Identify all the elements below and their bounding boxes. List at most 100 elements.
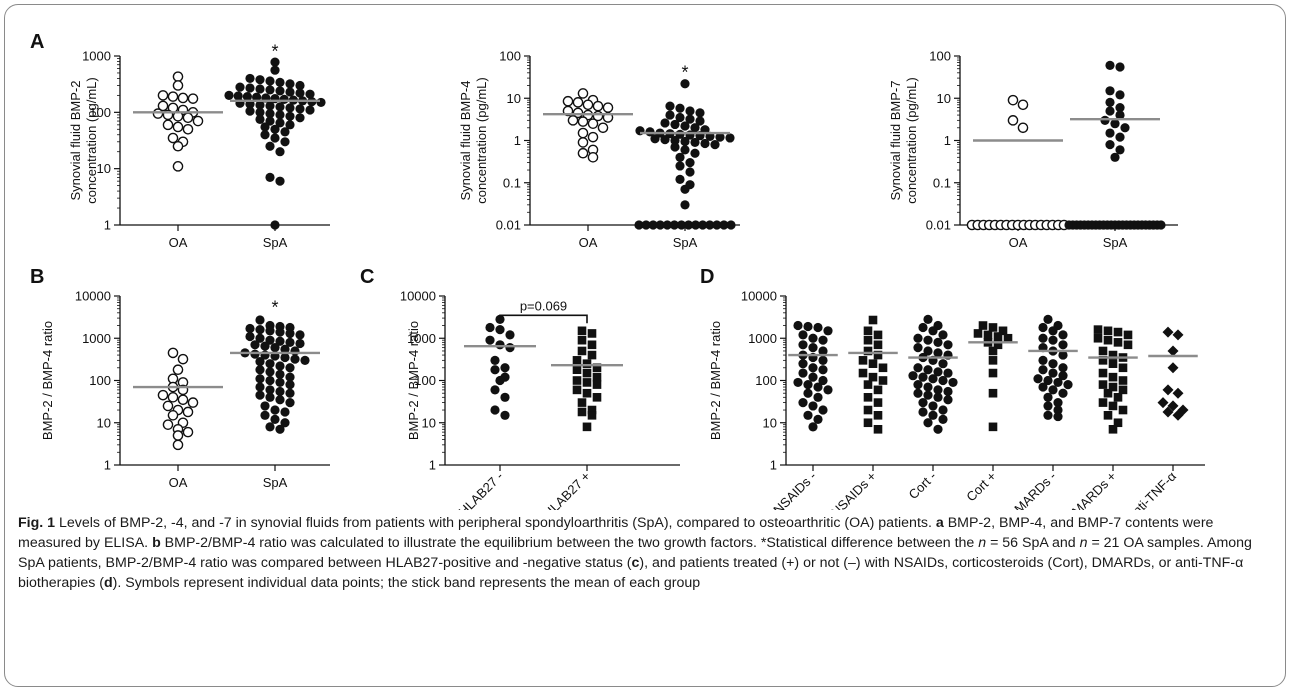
- caption-n2: n: [1079, 535, 1088, 551]
- data-point: [285, 397, 295, 408]
- data-point: [1118, 376, 1128, 385]
- x-tick-label: SpA: [263, 235, 288, 250]
- y-tick-label: 1000: [82, 49, 111, 64]
- data-point: [933, 367, 943, 377]
- data-point: [928, 410, 938, 420]
- y-tick-label: 10: [422, 415, 436, 430]
- x-tick-label: SpA: [1103, 235, 1128, 250]
- data-point: [793, 320, 803, 331]
- data-point: [577, 116, 589, 127]
- data-point: [695, 116, 705, 126]
- data-point: [923, 365, 933, 375]
- x-tick-label: Cort -: [906, 469, 940, 503]
- data-point: [265, 108, 275, 119]
- data-point: [1123, 330, 1133, 340]
- data-point: [918, 397, 928, 408]
- caption-c-text: ), and patients treated (+) or not (–) w…: [18, 555, 1244, 591]
- data-point: [813, 414, 823, 425]
- data-point: [698, 220, 708, 230]
- y-tick-label: 1000: [407, 331, 436, 346]
- x-tick-label: HLAB27 -: [456, 469, 506, 510]
- data-point: [1058, 371, 1068, 381]
- caption-b-label: b: [152, 535, 161, 551]
- data-point: [798, 359, 808, 369]
- data-point: [562, 95, 574, 107]
- y-tick-label: 0.1: [503, 175, 521, 190]
- data-point: [490, 405, 500, 415]
- data-point: [1033, 374, 1043, 384]
- data-point: [245, 323, 255, 334]
- data-point: [1120, 123, 1130, 133]
- data-point: [873, 350, 883, 360]
- data-point: [167, 91, 179, 102]
- data-point: [1108, 372, 1118, 382]
- y-tick-label: 100: [929, 49, 951, 64]
- data-point: [285, 111, 295, 121]
- data-point: [878, 376, 888, 385]
- data-point: [275, 369, 285, 379]
- data-point: [255, 365, 265, 375]
- data-point: [913, 363, 923, 373]
- data-point: [255, 114, 265, 124]
- data-point: [863, 380, 873, 389]
- data-point: [715, 132, 725, 142]
- data-point: [162, 400, 174, 412]
- data-point: [265, 367, 275, 377]
- x-tick-label: DMARDs +: [1062, 469, 1119, 510]
- data-point: [270, 343, 280, 353]
- data-point: [988, 388, 998, 398]
- y-tick-label: 0.1: [933, 175, 951, 190]
- data-point: [572, 97, 584, 108]
- data-point: [245, 83, 255, 93]
- data-point: [680, 145, 690, 155]
- data-point: [495, 375, 505, 386]
- data-point: [260, 130, 270, 140]
- data-point: [1048, 335, 1058, 345]
- data-point: [577, 137, 589, 148]
- data-point: [1058, 363, 1068, 373]
- data-point: [933, 348, 943, 358]
- data-point: [275, 424, 285, 434]
- data-point: [592, 363, 602, 373]
- data-point: [988, 346, 998, 356]
- y-axis-label: concentration (pg/mL): [474, 77, 489, 203]
- data-point: [172, 71, 184, 82]
- data-point: [275, 77, 285, 87]
- caption-c-label: c: [631, 555, 640, 571]
- data-point: [582, 388, 592, 398]
- caption-fig-label: Fig. 1: [18, 515, 56, 531]
- data-point: [285, 379, 295, 390]
- data-point: [808, 343, 818, 353]
- data-point: [923, 382, 933, 392]
- data-point: [305, 105, 315, 115]
- data-point: [255, 390, 265, 400]
- y-tick-label: 100: [89, 105, 111, 120]
- data-point: [725, 133, 735, 143]
- data-point: [1017, 122, 1029, 134]
- data-point: [873, 385, 883, 395]
- data-point: [1058, 340, 1068, 350]
- y-tick-label: 1: [944, 133, 951, 148]
- data-point: [1038, 382, 1048, 392]
- data-point: [1038, 365, 1048, 375]
- data-point: [680, 121, 690, 131]
- data-point: [172, 121, 184, 133]
- data-point: [285, 328, 295, 339]
- data-point: [690, 148, 700, 158]
- data-point: [275, 86, 285, 96]
- y-tick-label: 100: [89, 373, 111, 388]
- data-point: [1172, 387, 1184, 399]
- data-point: [572, 376, 582, 385]
- data-point: [295, 104, 305, 114]
- data-point: [255, 333, 265, 343]
- data-point: [695, 108, 705, 118]
- data-point: [592, 372, 602, 382]
- panel-letter: A: [30, 31, 44, 53]
- data-point: [572, 385, 582, 395]
- data-point: [285, 388, 295, 398]
- data-point: [265, 76, 275, 86]
- data-point: [577, 398, 587, 407]
- data-point: [933, 424, 943, 434]
- data-point: [813, 322, 823, 333]
- data-point: [918, 372, 928, 382]
